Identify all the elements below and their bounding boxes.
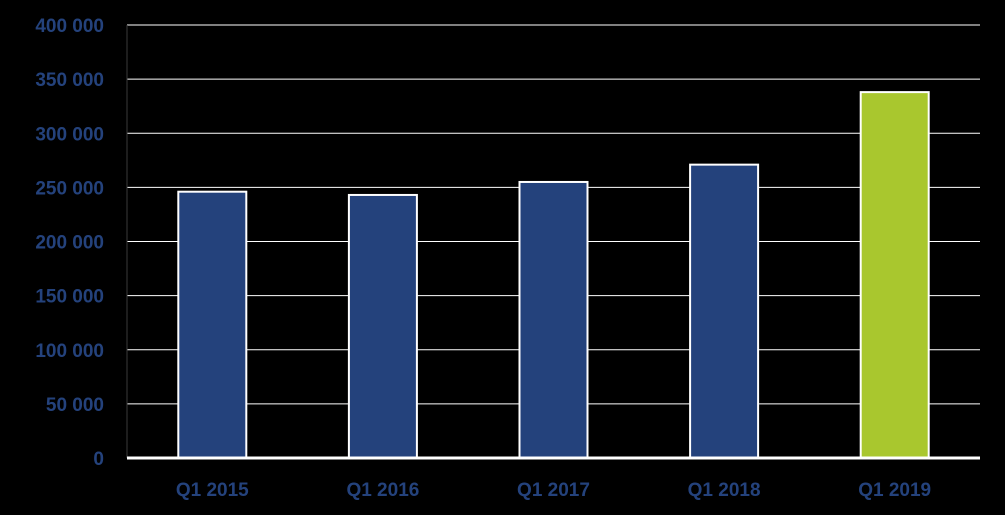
y-tick-label: 350 000 xyxy=(35,70,104,91)
x-tick-label: Q1 2015 xyxy=(176,480,249,501)
x-tick-labels: Q1 2015 Q1 2016 Q1 2017 Q1 2018 Q1 2019 xyxy=(176,480,931,501)
bar-q1-2017 xyxy=(518,180,589,459)
y-tick-label: 150 000 xyxy=(35,287,104,308)
y-tick-label: 50 000 xyxy=(46,395,104,416)
x-tick-label: Q1 2016 xyxy=(346,480,419,501)
bars xyxy=(177,91,930,460)
y-tick-label: 250 000 xyxy=(35,178,104,199)
bar-q1-2015 xyxy=(177,190,248,460)
y-tick-labels: 0 50 000 100 000 150 000 200 000 250 000 300 0… xyxy=(35,16,104,470)
x-tick-label: Q1 2019 xyxy=(858,480,931,501)
axes xyxy=(126,25,980,460)
x-tick-label: Q1 2017 xyxy=(517,480,590,501)
bar-q1-2018 xyxy=(689,163,760,460)
y-tick-label: 0 xyxy=(93,449,104,470)
y-tick-label: 100 000 xyxy=(35,341,104,362)
bar-q1-2016 xyxy=(347,193,418,459)
x-tick-label: Q1 2018 xyxy=(688,480,761,501)
bar-q1-2019 xyxy=(859,91,930,460)
y-tick-label: 300 000 xyxy=(35,124,104,145)
y-tick-label: 200 000 xyxy=(35,233,104,254)
y-tick-label: 400 000 xyxy=(35,16,104,37)
